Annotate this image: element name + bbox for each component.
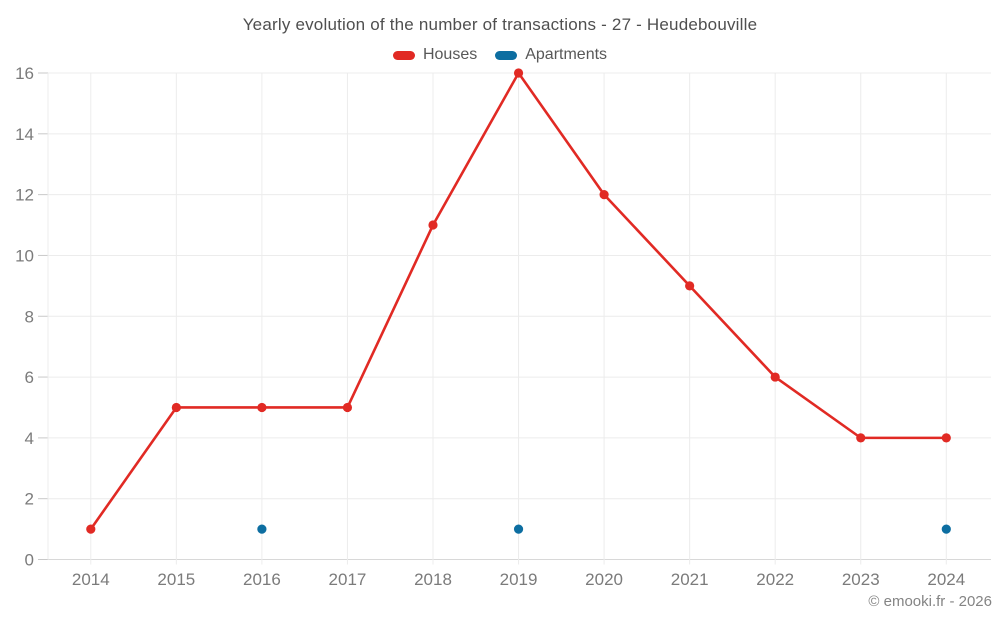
apartments-data-point[interactable] bbox=[514, 524, 523, 533]
houses-data-point[interactable] bbox=[172, 403, 181, 412]
x-axis-tick-label: 2022 bbox=[756, 570, 794, 589]
y-axis-tick-label: 12 bbox=[15, 186, 34, 205]
y-axis-tick-label: 0 bbox=[25, 551, 34, 570]
x-axis-tick-label: 2017 bbox=[329, 570, 367, 589]
x-axis-tick-label: 2020 bbox=[585, 570, 623, 589]
houses-data-point[interactable] bbox=[514, 68, 523, 77]
y-axis-tick-label: 10 bbox=[15, 246, 34, 265]
line-chart-plot-area: 0 2 4 6 8 10 12 14 16 2014 2015 2016 2017 2018 2019 202… bbox=[0, 0, 1000, 625]
chart-container: Yearly evolution of the number of transa… bbox=[0, 0, 1000, 625]
x-axis-tick-label: 2015 bbox=[157, 570, 195, 589]
houses-data-point[interactable] bbox=[856, 433, 865, 442]
houses-data-point[interactable] bbox=[685, 281, 694, 290]
houses-data-point[interactable] bbox=[771, 372, 780, 381]
y-axis-tick-label: 8 bbox=[25, 307, 34, 326]
x-axis-tick-label: 2021 bbox=[671, 570, 709, 589]
apartments-data-point[interactable] bbox=[257, 524, 266, 533]
houses-data-point[interactable] bbox=[942, 433, 951, 442]
houses-data-point[interactable] bbox=[86, 524, 95, 533]
y-axis-tick-label: 2 bbox=[25, 490, 34, 509]
y-axis-tick-label: 14 bbox=[15, 125, 34, 144]
apartments-data-point[interactable] bbox=[942, 524, 951, 533]
x-axis-tick-label: 2016 bbox=[243, 570, 281, 589]
x-axis-tick-label: 2024 bbox=[927, 570, 965, 589]
y-axis-tick-label: 16 bbox=[15, 64, 34, 83]
houses-data-point[interactable] bbox=[428, 220, 437, 229]
x-axis-tick-label: 2018 bbox=[414, 570, 452, 589]
houses-data-point[interactable] bbox=[343, 403, 352, 412]
x-axis-tick-label: 2014 bbox=[72, 570, 110, 589]
x-axis-tick-label: 2019 bbox=[500, 570, 538, 589]
y-axis-tick-label: 6 bbox=[25, 368, 34, 387]
y-axis-tick-label: 4 bbox=[25, 429, 34, 448]
houses-data-point[interactable] bbox=[257, 403, 266, 412]
houses-data-point[interactable] bbox=[600, 190, 609, 199]
copyright-footer: © emooki.fr - 2026 bbox=[868, 593, 992, 610]
x-axis-tick-label: 2023 bbox=[842, 570, 880, 589]
